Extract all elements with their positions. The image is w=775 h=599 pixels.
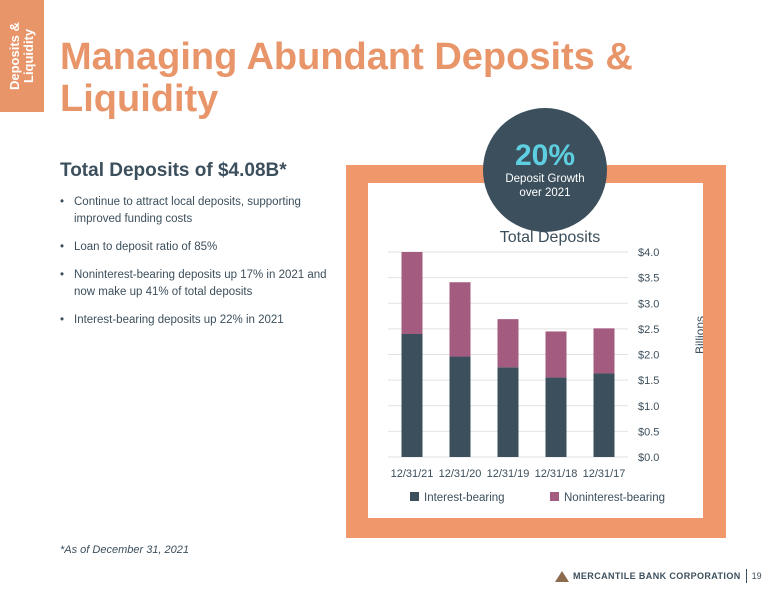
growth-badge-label: Deposit Growth over 2021 — [505, 173, 585, 199]
company-footer: MERCANTILE BANK CORPORATION 19 — [555, 569, 762, 583]
total-deposits-heading: Total Deposits of $4.08B* — [60, 160, 287, 181]
y-tick-label: $0.0 — [638, 452, 659, 464]
chart-panel — [368, 183, 703, 518]
y-axis-ticks: $0.0 $0.5 $1.0 $1.5 $2.0 $2.5 $3.0 $3.5 $4.0 — [638, 247, 659, 464]
bar-noninterest-bearing — [593, 328, 615, 374]
legend-swatch — [410, 492, 419, 501]
bar-noninterest-bearing — [449, 282, 471, 357]
bar-noninterest-bearing — [401, 252, 423, 334]
bar-interest-bearing — [593, 373, 615, 457]
legend-label: Noninterest-bearing — [564, 492, 665, 504]
growth-badge-value: 20% — [514, 139, 576, 172]
chart-title: Total Deposits — [500, 229, 601, 246]
total-deposits-chart: Total Deposits $0.0$0.5$1.0$1.5$2.0$2.5$… — [388, 229, 703, 504]
y-tick-label: $4.0 — [638, 247, 659, 259]
x-tick-label: 12/31/21 — [391, 468, 434, 480]
bullet-list: Continue to attract local deposits, supp… — [60, 194, 328, 340]
y-tick-label: $2.0 — [638, 350, 659, 362]
footnote: *As of December 31, 2021 — [60, 544, 190, 556]
x-tick-label: 12/31/20 — [439, 468, 482, 480]
bar-noninterest-bearing — [545, 331, 567, 378]
footer-divider — [745, 569, 747, 583]
legend-label: Interest-bearing — [424, 492, 505, 504]
bar-interest-bearing — [545, 377, 567, 457]
bullet-item: Interest-bearing deposits up 22% in 2021 — [60, 312, 328, 329]
y-tick-label: $1.0 — [638, 401, 659, 413]
legend-swatch — [550, 492, 559, 501]
chart-bars — [401, 252, 615, 457]
page-number: 19 — [751, 571, 762, 581]
growth-badge: 20% Deposit Growth over 2021 — [483, 108, 607, 232]
y-tick-label: $1.5 — [638, 375, 659, 387]
company-name: MERCANTILE BANK CORPORATION — [573, 571, 741, 581]
mountain-logo-icon — [555, 570, 569, 582]
y-tick-label: $0.5 — [638, 426, 659, 438]
bar-interest-bearing — [449, 356, 471, 457]
section-tab: Deposits & Liquidity — [0, 0, 44, 112]
y-axis-label: Billions — [693, 316, 703, 354]
bullet-item: Noninterest-bearing deposits up 17% in 2… — [60, 267, 328, 301]
x-tick-label: 12/31/19 — [487, 468, 530, 480]
x-tick-label: 12/31/17 — [583, 468, 626, 480]
y-tick-label: $3.0 — [638, 298, 659, 310]
y-tick-label: $3.5 — [638, 273, 659, 285]
bar-interest-bearing — [497, 367, 519, 457]
chart-legend: Interest-bearing Noninterest-bearing — [410, 492, 665, 504]
bar-noninterest-bearing — [497, 319, 519, 368]
bullet-item: Loan to deposit ratio of 85% — [60, 239, 328, 256]
x-tick-label: 12/31/18 — [535, 468, 578, 480]
page-title: Managing Abundant Deposits & Liquidity — [60, 36, 633, 120]
bullet-item: Continue to attract local deposits, supp… — [60, 194, 328, 228]
bar-interest-bearing — [401, 334, 423, 457]
x-axis-ticks: 12/31/21 12/31/20 12/31/19 12/31/18 12/31/17 — [391, 468, 626, 480]
y-tick-label: $2.5 — [638, 324, 659, 336]
section-tab-label: Deposits & Liquidity — [7, 22, 36, 90]
